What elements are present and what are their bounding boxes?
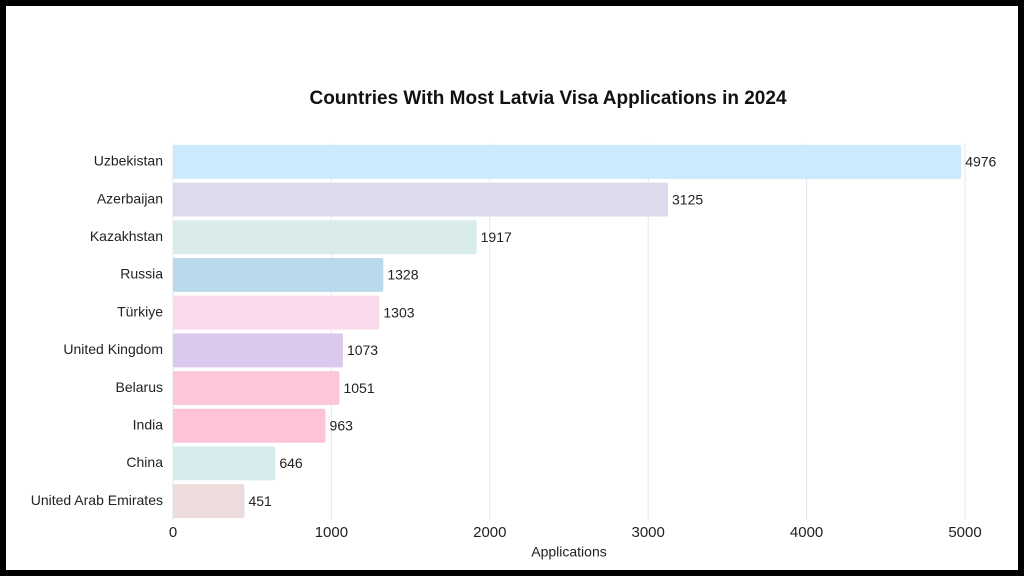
bar [173, 295, 380, 330]
y-tick-label: United Arab Emirates [31, 492, 163, 508]
bar [173, 484, 245, 519]
x-tick-label: 5000 [948, 524, 981, 541]
value-label: 451 [248, 493, 272, 509]
value-label: 963 [330, 417, 354, 433]
bar [173, 371, 340, 406]
x-tick-label: 3000 [632, 524, 665, 541]
y-tick-label: Azerbaijan [97, 190, 163, 206]
y-tick-label: United Kingdom [63, 341, 163, 357]
y-tick-label: India [133, 416, 164, 432]
value-label: 646 [279, 455, 303, 471]
bar [173, 182, 668, 217]
y-tick-label: Belarus [116, 379, 163, 395]
bar [173, 408, 326, 443]
bar [173, 144, 962, 179]
value-label: 3125 [672, 191, 703, 207]
x-tick-label: 4000 [790, 524, 823, 541]
bar [173, 333, 343, 368]
bar [173, 257, 384, 292]
y-tick-label: China [126, 454, 163, 470]
value-label: 4976 [965, 154, 996, 170]
y-tick-label: Uzbekistan [94, 153, 163, 169]
y-tick-label: Russia [120, 266, 163, 282]
y-tick-label: Kazakhstan [90, 228, 163, 244]
value-label: 1917 [481, 229, 512, 245]
value-label: 1328 [387, 267, 418, 283]
value-label: 1073 [347, 342, 378, 358]
bar [173, 446, 276, 481]
x-tick-label: 1000 [315, 524, 348, 541]
x-tick-label: 2000 [473, 524, 506, 541]
y-tick-label: Türkiye [117, 303, 163, 319]
value-label: 1303 [383, 304, 414, 320]
bar [173, 220, 477, 255]
x-axis-label: Applications [531, 544, 607, 560]
chart-title: Countries With Most Latvia Visa Applicat… [309, 88, 786, 109]
value-label: 1051 [343, 380, 374, 396]
x-tick-label: 0 [169, 524, 177, 541]
